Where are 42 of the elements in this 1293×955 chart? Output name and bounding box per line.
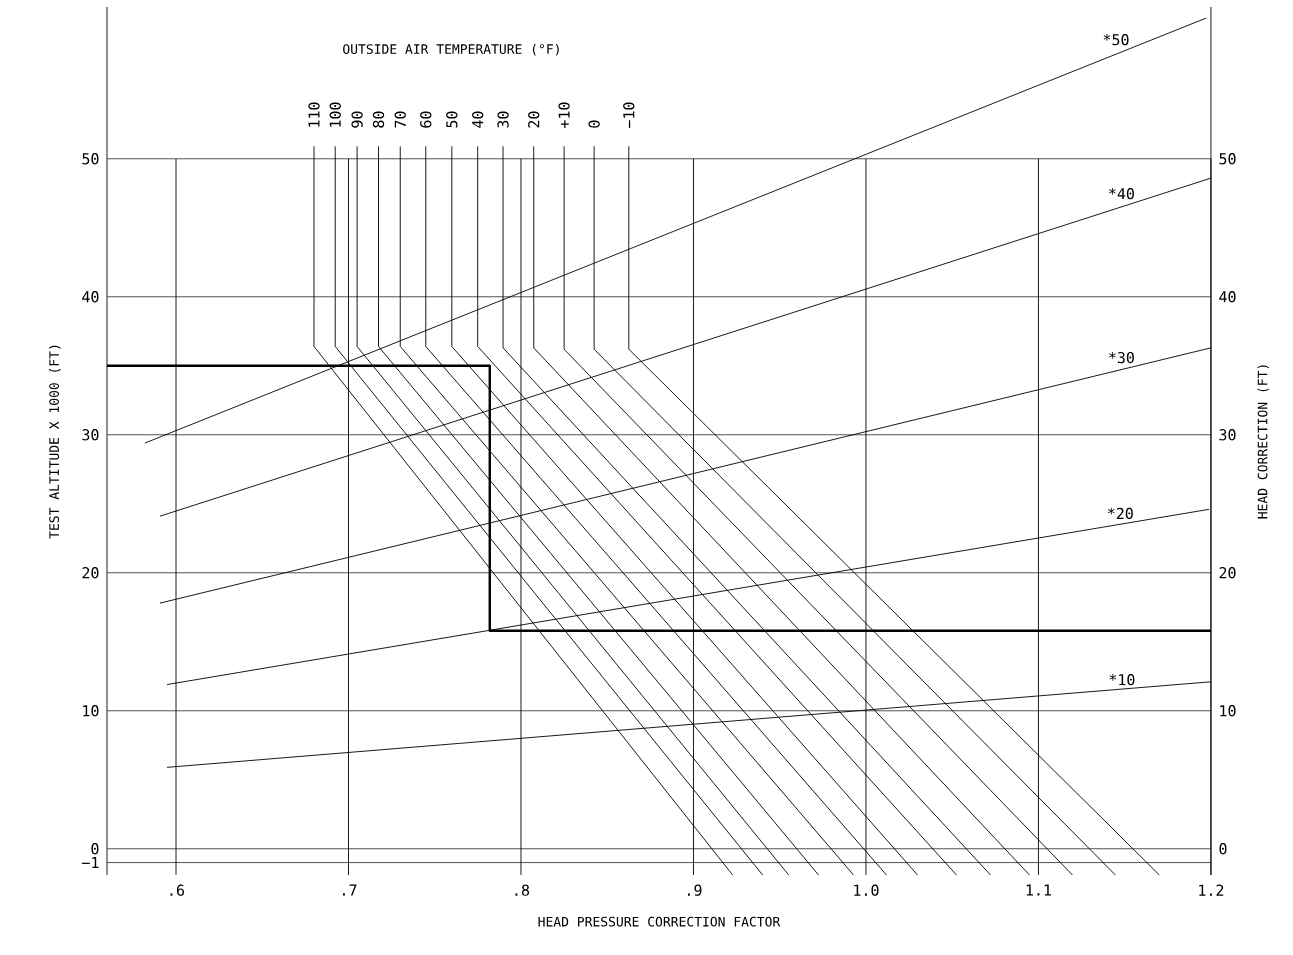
text: 40 [472,111,484,128]
x-tick-label: .8 [515,884,530,896]
y2-tick-label: 0 [1219,843,1227,855]
text: 50 [446,111,458,128]
y2-tick-label: 50 [1219,153,1236,165]
x-tick-label: 1.2 [1199,884,1224,896]
text: 0 [588,120,600,128]
x-axis-title: HEAD PRESSURE CORRECTION FACTOR [538,916,781,927]
series-label: *50 [1103,33,1129,46]
text: 90 [351,111,363,128]
y-tick-label: 20 [82,567,99,579]
text: 70 [394,111,406,128]
x-tick-label: .6 [170,884,185,896]
text: 30 [497,111,509,128]
series-label: *20 [1107,507,1133,520]
y-axis-title: TEST ALTITUDE X 1000 (FT) [48,345,61,539]
series-label: *30 [1109,351,1134,364]
text: 60 [420,111,432,128]
text: −10 [623,102,635,128]
text: 20 [528,111,540,128]
y2-tick-label: 20 [1219,567,1236,579]
y-tick-label: 0 [91,843,99,855]
series-label: *40 [1109,187,1134,200]
series-label: *10 [1109,673,1135,686]
text: +10 [558,102,570,128]
y-tick-label: 40 [82,291,99,303]
x-tick-label: .7 [343,884,357,896]
x-tick-label: .9 [688,884,702,896]
y-tick-label: 10 [83,705,99,717]
y2-tick-label: 30 [1219,429,1236,441]
text: 110 [308,102,320,127]
text: 100 [329,102,341,127]
y-tick-label: 30 [82,429,99,441]
y2-tick-label: 40 [1219,291,1236,303]
annotation: OUTSIDE AIR TEMPERATURE (°F) [343,43,559,56]
y-tick-label: 50 [82,153,99,165]
y2-tick-label: 10 [1220,705,1236,717]
y-tick-label: −1 [82,857,99,869]
x-tick-label: 1.0 [854,884,879,896]
text: 80 [372,111,385,128]
x-tick-label: 1.1 [1026,884,1051,896]
y2-axis-title: HEAD CORRECTION (FT) [1257,365,1269,519]
